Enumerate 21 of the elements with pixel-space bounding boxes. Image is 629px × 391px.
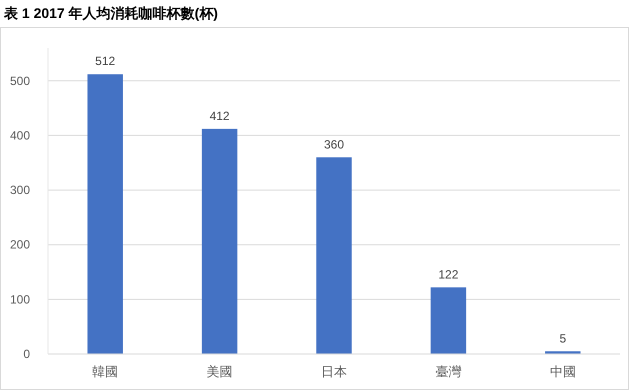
- y-tick-label: 300: [10, 183, 30, 198]
- y-tick-label: 100: [10, 292, 30, 306]
- bar: [87, 74, 123, 354]
- x-tick-label: 中國: [550, 364, 576, 379]
- x-tick-label: 韓國: [92, 364, 118, 379]
- x-tick-label: 臺灣: [435, 364, 462, 379]
- bar: [430, 287, 466, 354]
- bar: [316, 157, 352, 354]
- chart-title: 表 1 2017 年人均消耗咖啡杯數(杯): [3, 5, 218, 21]
- data-label: 5: [559, 331, 566, 346]
- x-tick-label: 美國: [206, 364, 233, 379]
- data-label: 122: [438, 267, 459, 282]
- y-tick-label: 200: [10, 238, 30, 252]
- bar: [202, 128, 238, 354]
- x-tick-label: 日本: [321, 364, 347, 379]
- y-tick-label: 400: [10, 128, 30, 142]
- data-label: 512: [95, 54, 116, 68]
- data-label: 412: [210, 108, 230, 123]
- data-label: 360: [324, 137, 344, 152]
- y-tick-label: 500: [10, 74, 30, 88]
- y-tick-label: 0: [23, 347, 30, 361]
